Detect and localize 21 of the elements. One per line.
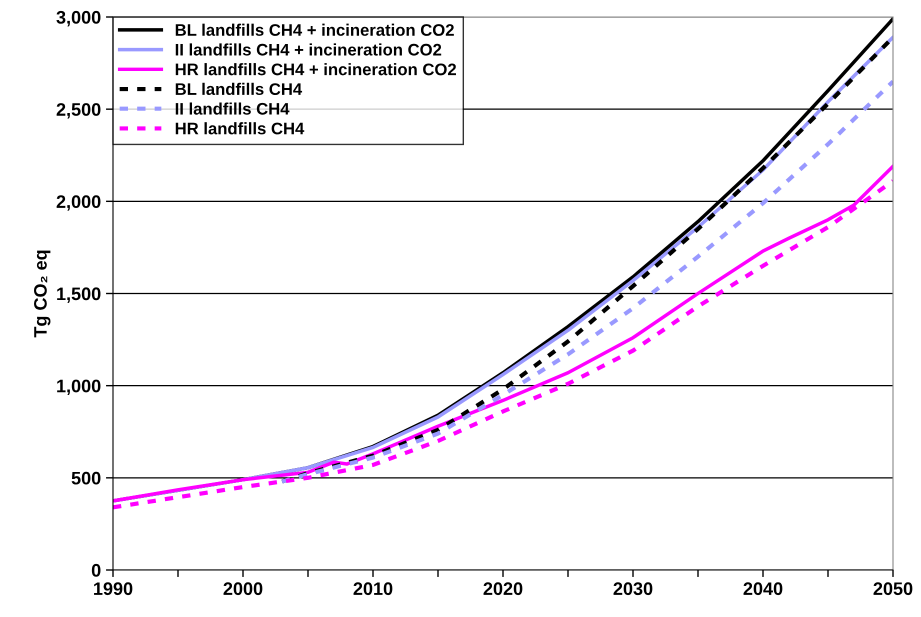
- x-tick-label: 1990: [94, 582, 132, 596]
- x-tick-label: 2000: [224, 582, 262, 596]
- x-tick-label: 2050: [874, 582, 912, 596]
- legend-label: HR landfills CH4 + incineration CO2: [176, 63, 456, 76]
- x-tick-label: 2010: [354, 582, 392, 596]
- y-axis-title: Tg CO₂ eq: [34, 250, 50, 338]
- x-tick-label: 2040: [744, 582, 782, 596]
- y-tick-label: 2,000: [56, 195, 100, 211]
- legend-label: II landfills CH4: [176, 102, 290, 115]
- legend-label: BL landfills CH4 + incineration CO2: [176, 24, 454, 36]
- y-tick-label: 0: [92, 564, 100, 577]
- y-tick-label: 1,500: [57, 287, 100, 303]
- x-tick-label: 2030: [614, 582, 652, 596]
- legend-label: BL landfills CH4: [176, 82, 302, 96]
- x-tick-label: 2020: [484, 582, 522, 596]
- legend-label: HR landfills CH4: [176, 122, 304, 134]
- y-tick-label: 2,500: [56, 103, 100, 119]
- legend-label: II landfills CH4 + incineration CO2: [176, 43, 442, 56]
- y-tick-label: 1,000: [57, 380, 100, 396]
- y-tick-label: 3,000: [56, 10, 100, 26]
- y-tick-label: 500: [72, 472, 100, 485]
